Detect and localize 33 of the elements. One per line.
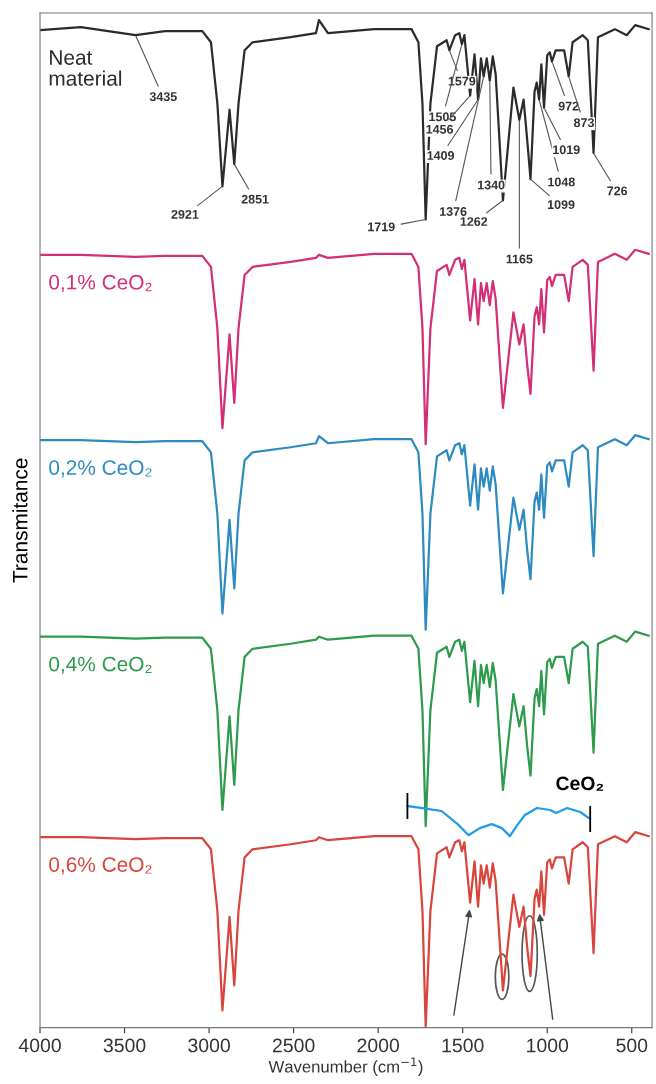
series-label: 0,4% CeO₂: [49, 656, 152, 674]
annotation: 972: [558, 101, 579, 111]
x-tick-label: 2000: [357, 1038, 400, 1053]
x-tick-label: 1000: [527, 1038, 569, 1053]
annotation: 1409: [427, 151, 455, 160]
x-tick-label: 500: [616, 1038, 648, 1053]
annotation: 3435: [149, 92, 177, 102]
y-axis-title: Transmitance: [12, 458, 28, 583]
annotation: 1719: [368, 222, 395, 232]
series-label: 0,2% CeO₂: [49, 460, 152, 478]
annotation: 2851: [241, 194, 269, 204]
annotation: 1165: [506, 254, 533, 264]
annotation: 1099: [547, 200, 575, 209]
annotation: 1456: [426, 124, 454, 134]
annotation: 726: [607, 186, 628, 196]
annotation: 1340: [478, 180, 505, 190]
x-tick-label: 1500: [442, 1038, 484, 1053]
annotation: 1579: [448, 76, 476, 86]
annotation: 873: [573, 118, 594, 128]
x-axis-title: Wavenumber (cm$^{−1}$): [268, 1057, 423, 1076]
annotation: 2921: [171, 209, 199, 219]
series-label: Neat material: [49, 50, 122, 86]
x-tick-label: 3500: [103, 1038, 146, 1053]
x-tick-label: 4000: [18, 1038, 61, 1053]
series-label: CeO₂: [556, 776, 604, 791]
x-tick-label: 2500: [272, 1038, 315, 1053]
annotation: 1262: [460, 217, 488, 226]
series-label: 0,1% CeO₂: [49, 274, 152, 293]
annotation: 1376: [440, 207, 467, 216]
annotation: 1048: [548, 177, 575, 187]
series-label: 0,6% CeO₂: [49, 857, 152, 875]
annotation: 1019: [553, 145, 580, 155]
x-tick-label: 3000: [188, 1038, 230, 1053]
